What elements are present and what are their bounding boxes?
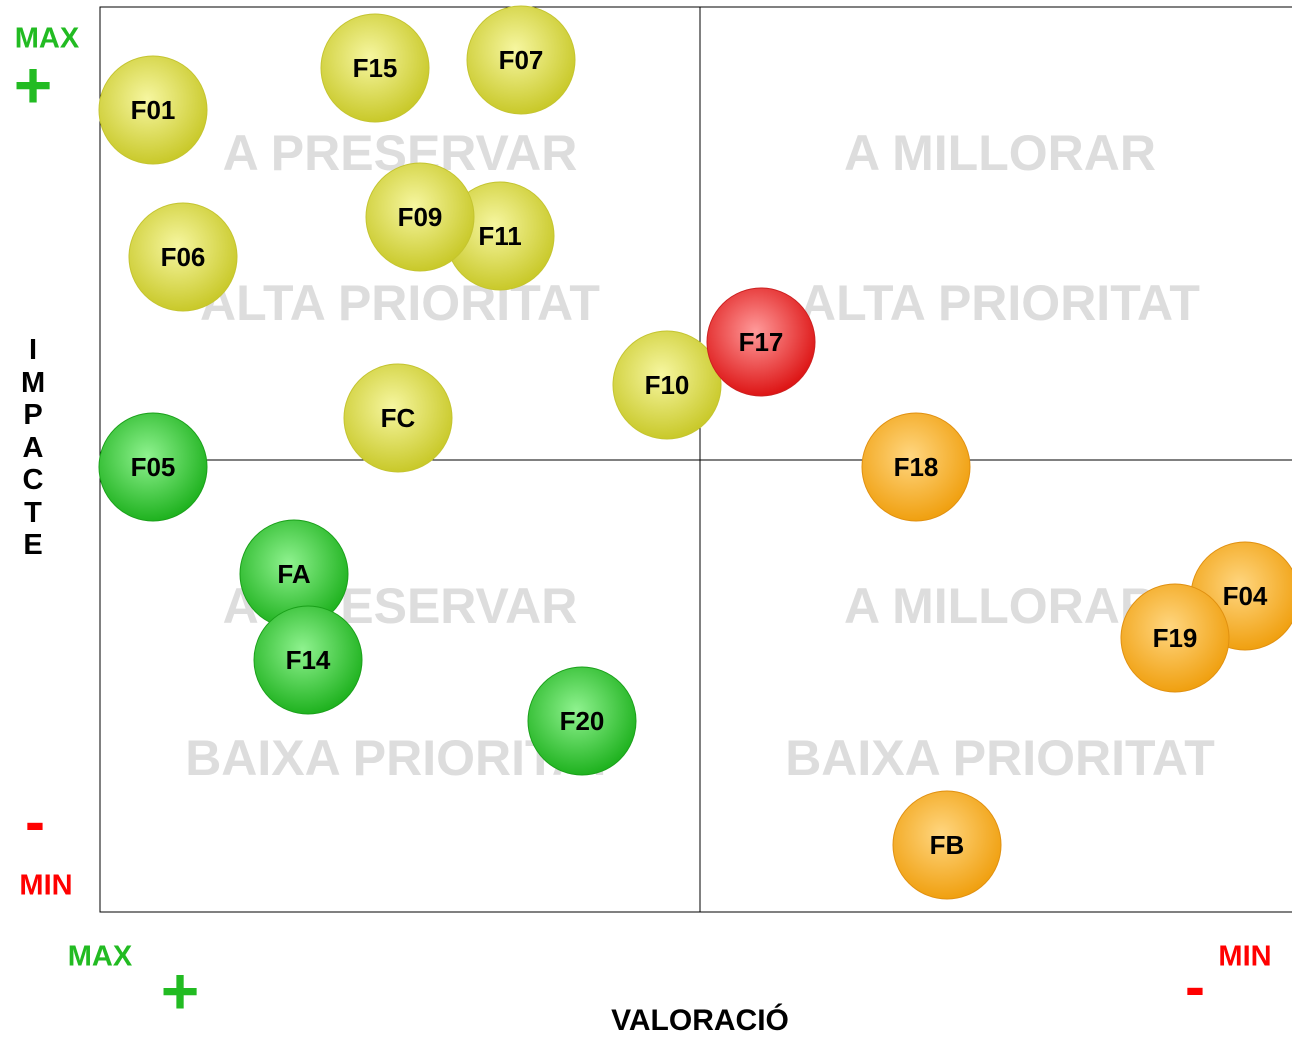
- y-title: IMPACTE: [21, 334, 46, 561]
- bubble: [343, 363, 453, 473]
- bubble-label: F11: [478, 221, 521, 251]
- bubble: [253, 605, 363, 715]
- bubble-label: F05: [131, 452, 176, 482]
- bubble: [612, 330, 722, 440]
- x-title: VALORACIÓ: [611, 1003, 789, 1037]
- bubble: [320, 13, 430, 123]
- x-minus: -: [1185, 953, 1205, 1020]
- bubble: [466, 5, 576, 115]
- bubble: [365, 162, 475, 272]
- bubble-label: FA: [277, 559, 310, 589]
- bubble-label: F17: [739, 327, 784, 357]
- bubble: [128, 202, 238, 312]
- bubble: [706, 287, 816, 397]
- bubble: [98, 55, 208, 165]
- bubble: [98, 412, 208, 522]
- bubble-label: F01: [131, 95, 176, 125]
- quadrant-label: ALTA PRIORITAT: [800, 275, 1200, 331]
- quadrant-label: ALTA PRIORITAT: [200, 275, 600, 331]
- y-minus: -: [25, 788, 45, 855]
- bubble-label: F18: [894, 452, 939, 482]
- bubble-label: F19: [1153, 623, 1198, 653]
- bubble-label: F15: [353, 53, 398, 83]
- y-max: MAX: [15, 23, 80, 55]
- bubble-label: FB: [930, 830, 965, 860]
- bubble-label: F06: [161, 242, 206, 272]
- quadrant-label: A MILLORAR: [844, 125, 1156, 181]
- x-plus: +: [161, 953, 200, 1027]
- bubble-label: F09: [398, 202, 443, 232]
- bubble: [1120, 583, 1230, 693]
- bubble-label: FC: [381, 403, 416, 433]
- bubble-label: F10: [645, 370, 690, 400]
- bubble-label: F20: [560, 706, 605, 736]
- x-max: MAX: [68, 941, 133, 973]
- bubble-label: F14: [286, 645, 331, 675]
- bubble: [861, 412, 971, 522]
- x-min: MIN: [1218, 941, 1271, 973]
- y-min: MIN: [19, 870, 72, 902]
- bubble-label: F04: [1223, 581, 1268, 611]
- y-plus: +: [14, 47, 53, 121]
- bubble-label: F07: [499, 45, 544, 75]
- bubble: [892, 790, 1002, 900]
- bubble: [527, 666, 637, 776]
- quadrant-label: BAIXA PRIORITAT: [785, 730, 1215, 786]
- quadrant-label: A MILLORAR: [844, 578, 1156, 634]
